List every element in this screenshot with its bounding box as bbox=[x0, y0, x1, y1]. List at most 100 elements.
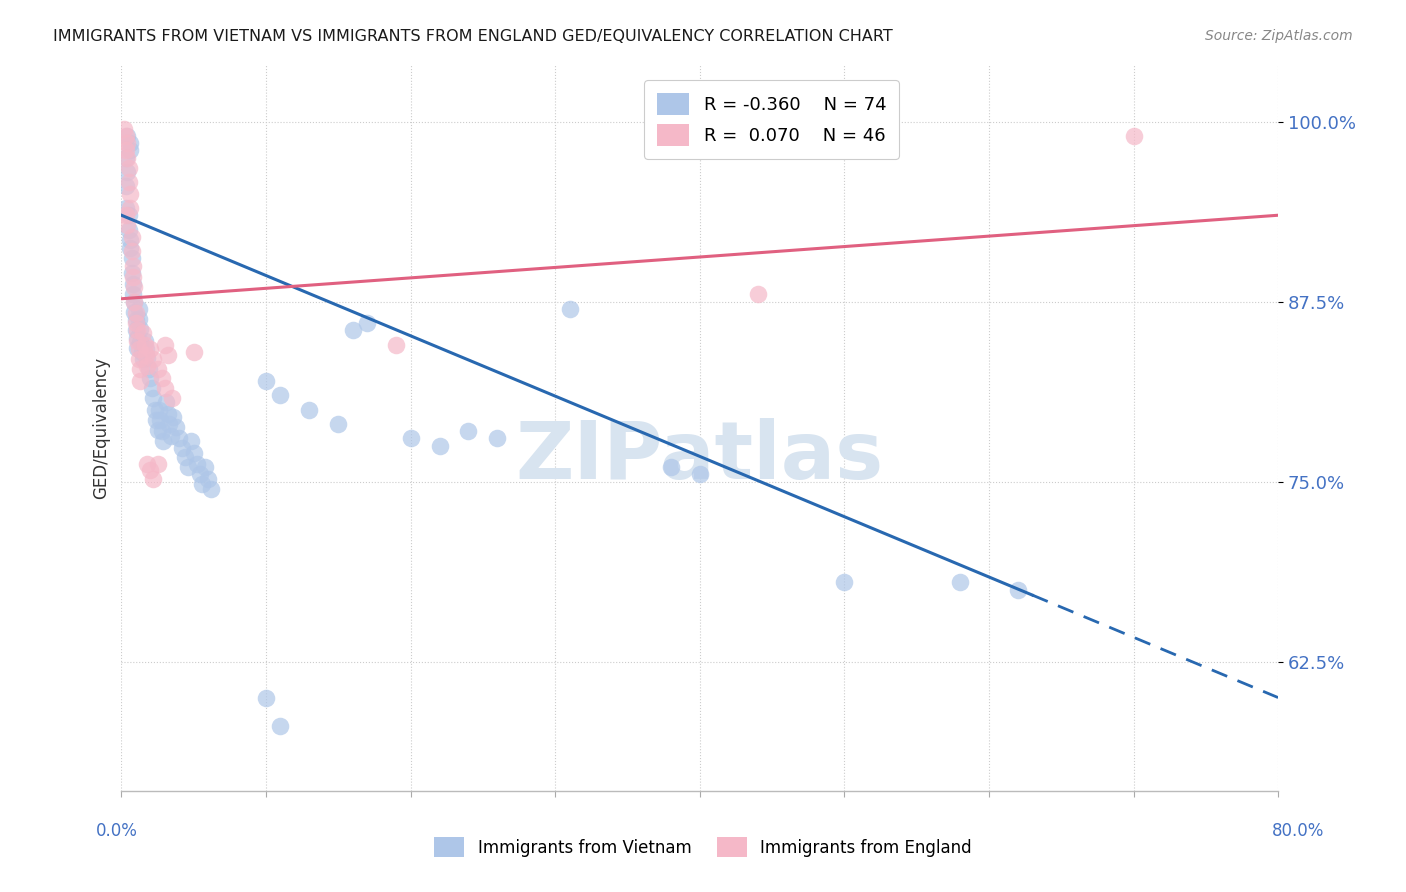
Point bbox=[186, 458, 208, 472]
Point bbox=[142, 391, 165, 405]
Point bbox=[1007, 582, 1029, 597]
Point bbox=[188, 467, 211, 482]
Point bbox=[298, 402, 321, 417]
Point bbox=[136, 458, 159, 472]
Point bbox=[156, 407, 179, 421]
Point bbox=[118, 208, 141, 222]
Point bbox=[139, 371, 162, 385]
Point bbox=[200, 482, 222, 496]
Point bbox=[121, 266, 143, 280]
Point bbox=[142, 352, 165, 367]
Point bbox=[125, 306, 148, 320]
Text: 80.0%: 80.0% bbox=[1272, 822, 1324, 840]
Point bbox=[146, 458, 169, 472]
Point bbox=[122, 259, 145, 273]
Y-axis label: GED/Equivalency: GED/Equivalency bbox=[93, 357, 110, 499]
Point bbox=[659, 460, 682, 475]
Point bbox=[115, 136, 138, 151]
Point bbox=[153, 381, 176, 395]
Point bbox=[254, 690, 277, 705]
Point bbox=[122, 270, 145, 285]
Point bbox=[132, 352, 155, 367]
Point bbox=[183, 345, 205, 359]
Point bbox=[118, 161, 141, 175]
Point bbox=[328, 417, 350, 431]
Point bbox=[197, 472, 219, 486]
Point bbox=[135, 348, 157, 362]
Point bbox=[149, 413, 172, 427]
Point bbox=[118, 175, 141, 189]
Point bbox=[136, 359, 159, 374]
Point bbox=[142, 472, 165, 486]
Point bbox=[141, 381, 163, 395]
Point bbox=[115, 219, 138, 233]
Text: IMMIGRANTS FROM VIETNAM VS IMMIGRANTS FROM ENGLAND GED/EQUIVALENCY CORRELATION C: IMMIGRANTS FROM VIETNAM VS IMMIGRANTS FR… bbox=[53, 29, 893, 44]
Point bbox=[114, 179, 136, 194]
Point bbox=[115, 151, 138, 165]
Point bbox=[145, 413, 167, 427]
Point bbox=[138, 362, 160, 376]
Point bbox=[112, 121, 135, 136]
Text: Source: ZipAtlas.com: Source: ZipAtlas.com bbox=[1205, 29, 1353, 43]
Point bbox=[135, 342, 157, 356]
Point bbox=[162, 409, 184, 424]
Point bbox=[150, 371, 173, 385]
Point bbox=[125, 313, 148, 327]
Point bbox=[146, 423, 169, 437]
Point bbox=[150, 424, 173, 438]
Point bbox=[155, 395, 177, 409]
Point bbox=[120, 144, 142, 158]
Point bbox=[139, 342, 162, 356]
Point bbox=[136, 351, 159, 365]
Point bbox=[165, 420, 187, 434]
Point bbox=[399, 431, 422, 445]
Point bbox=[124, 280, 146, 294]
Point bbox=[747, 287, 769, 301]
Point bbox=[269, 388, 291, 402]
Point bbox=[125, 316, 148, 330]
Point bbox=[114, 129, 136, 144]
Point bbox=[177, 460, 200, 475]
Point bbox=[127, 331, 149, 345]
Point bbox=[134, 338, 156, 352]
Point bbox=[127, 334, 149, 348]
Point bbox=[128, 301, 150, 316]
Point bbox=[134, 334, 156, 348]
Point bbox=[128, 342, 150, 356]
Point bbox=[153, 338, 176, 352]
Point bbox=[949, 575, 972, 590]
Point bbox=[356, 316, 378, 330]
Point bbox=[159, 428, 181, 442]
Point bbox=[120, 233, 142, 247]
Legend: R = -0.360    N = 74, R =  0.070    N = 46: R = -0.360 N = 74, R = 0.070 N = 46 bbox=[644, 80, 898, 159]
Point bbox=[194, 460, 217, 475]
Point bbox=[124, 304, 146, 318]
Point bbox=[132, 326, 155, 341]
Point bbox=[114, 201, 136, 215]
Point bbox=[120, 201, 142, 215]
Point bbox=[146, 362, 169, 376]
Point bbox=[114, 151, 136, 165]
Point bbox=[486, 431, 509, 445]
Point bbox=[115, 165, 138, 179]
Point bbox=[152, 434, 174, 449]
Point bbox=[127, 323, 149, 337]
Point bbox=[121, 244, 143, 259]
Point bbox=[148, 402, 170, 417]
Point bbox=[174, 450, 197, 464]
Point bbox=[124, 294, 146, 309]
Point bbox=[1122, 129, 1144, 144]
Point bbox=[115, 129, 138, 144]
Point bbox=[129, 334, 152, 349]
Point bbox=[342, 323, 364, 337]
Point bbox=[269, 719, 291, 733]
Point bbox=[121, 230, 143, 244]
Point bbox=[139, 463, 162, 477]
Point bbox=[180, 434, 202, 449]
Point bbox=[114, 208, 136, 222]
Point bbox=[124, 294, 146, 309]
Point bbox=[127, 341, 149, 355]
Point bbox=[128, 352, 150, 367]
Text: 0.0%: 0.0% bbox=[96, 822, 138, 840]
Point bbox=[143, 402, 166, 417]
